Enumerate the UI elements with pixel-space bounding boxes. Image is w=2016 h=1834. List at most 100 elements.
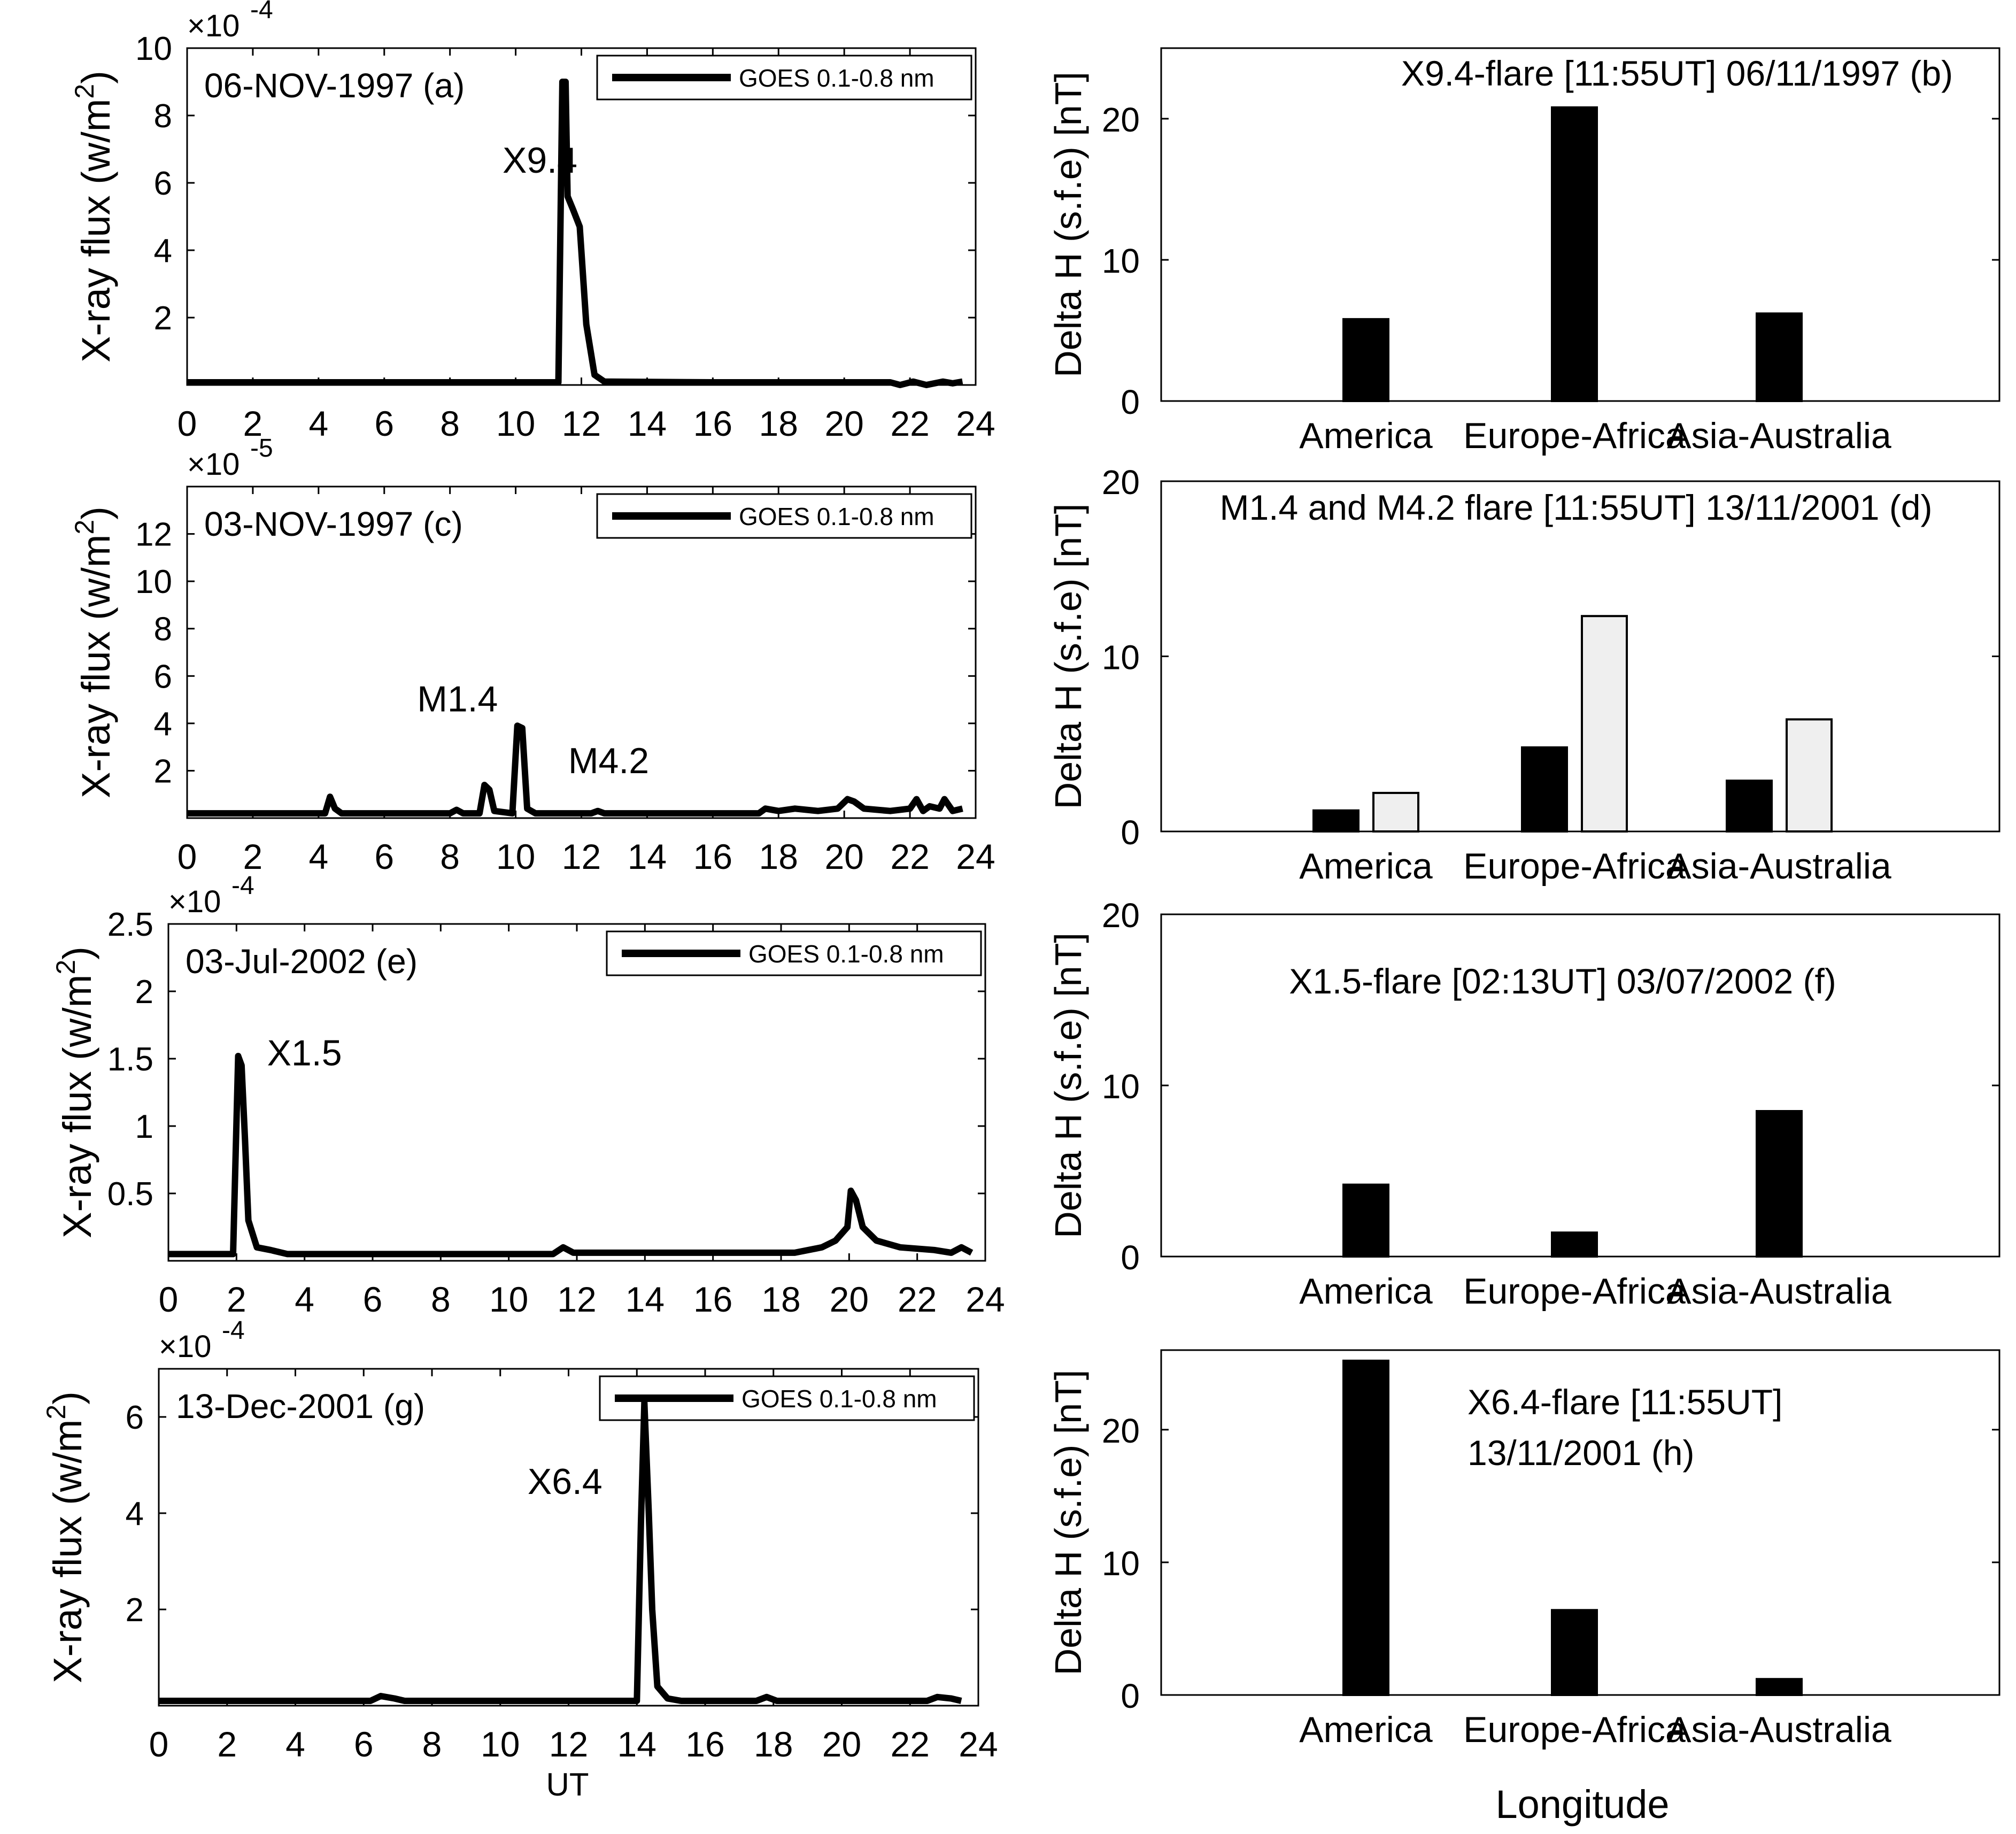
y-axis-label-sup: 2 — [51, 960, 81, 975]
axis-multiplier: ×10 — [187, 447, 240, 482]
bar-m4-2 — [1581, 615, 1628, 833]
flux-series-line — [168, 1053, 974, 1258]
y-tick-label: 0.5 — [107, 1176, 153, 1213]
y-axis-label: Delta H (s.f.e) [nT] — [1047, 504, 1089, 810]
x-tick-label: 12 — [557, 1280, 596, 1319]
x-tick-label: 6 — [374, 404, 394, 443]
y-axis-label-close: ) — [45, 1391, 90, 1405]
y-axis-label: Delta H (s.f.e) [nT] — [1047, 1370, 1089, 1676]
x-axis-label: UT — [546, 1767, 589, 1802]
x-tick-label: 18 — [761, 1280, 800, 1319]
x-tick-label: 14 — [628, 837, 667, 876]
axis-exponent: -4 — [250, 0, 273, 24]
x-tick-label: 16 — [685, 1724, 724, 1764]
axis-exponent: -4 — [222, 1316, 245, 1345]
x-tick-label: 8 — [422, 1724, 442, 1764]
y-axis-label-main: X-ray flux (w/m — [45, 1420, 90, 1683]
x-tick-label: 12 — [549, 1724, 588, 1764]
x-tick-label: 24 — [959, 1724, 998, 1764]
x-tick-label: 2 — [227, 1280, 246, 1319]
y-tick-label: 4 — [154, 233, 172, 269]
date-label: 06-NOV-1997 (a) — [204, 66, 465, 105]
date-label: 03-Jul-2002 (e) — [186, 942, 418, 981]
x-tick-label: 18 — [754, 1724, 793, 1764]
bar-flare — [1551, 1609, 1598, 1696]
x-tick-label: 20 — [830, 1280, 869, 1319]
x-tick-label: 12 — [562, 837, 601, 876]
flare-class-label: X6.4 — [528, 1461, 603, 1502]
y-tick-label: 10 — [1102, 1544, 1140, 1583]
bar-m4-2 — [1372, 791, 1419, 833]
panel-title-line: 13/11/2001 (h) — [1467, 1433, 1694, 1473]
y-axis-label-main: X-ray flux (w/m — [74, 535, 118, 798]
x-tick-label: 14 — [625, 1280, 665, 1319]
x-tick-label: 4 — [308, 404, 328, 443]
y-tick-label: 10 — [135, 564, 172, 600]
x-tick-label: 14 — [628, 404, 667, 443]
y-tick-label: 2 — [154, 300, 172, 337]
legend-label: GOES 0.1-0.8 nm — [741, 1385, 937, 1413]
y-tick-label: 8 — [154, 98, 172, 135]
y-tick-label: 8 — [154, 611, 172, 648]
y-tick-label: 20 — [1102, 463, 1140, 502]
axis-exponent: -4 — [231, 872, 254, 900]
x-tick-label: 24 — [956, 404, 995, 443]
y-axis-label: X-ray flux (w/m2) — [51, 946, 99, 1238]
axis-multiplier: ×10 — [159, 1329, 211, 1364]
y-axis-label: Delta H (s.f.e) [nT] — [1047, 933, 1089, 1238]
y-tick-label: 2.5 — [107, 906, 153, 943]
x-tick-label: 22 — [898, 1280, 937, 1319]
axis-multiplier: ×10 — [168, 884, 221, 919]
x-tick-label: 12 — [562, 404, 601, 443]
panel-title: X1.5-flare [02:13UT] 03/07/2002 (f) — [1289, 961, 1836, 1001]
x-tick-label: 0 — [177, 404, 197, 443]
flux-series-line — [159, 1399, 962, 1704]
x-tick-label: 6 — [374, 837, 394, 876]
bar-m1-4 — [1312, 809, 1360, 833]
bar-flare — [1756, 1678, 1803, 1696]
y-axis-label-sup: 2 — [69, 84, 99, 99]
x-tick-label: 18 — [759, 837, 798, 876]
flux-series-line — [187, 79, 963, 388]
category-label: Europe-Africa — [1463, 1709, 1686, 1750]
flare-class-label: M1.4 — [417, 679, 498, 720]
y-axis-label-main: X-ray flux (w/m — [55, 975, 99, 1238]
x-tick-label: 10 — [496, 837, 535, 876]
y-tick-label: 20 — [1102, 1412, 1140, 1450]
panel-e: 0 2 4 6 8 10 12 14 16 18 20 22 240.511.522.5×10 -4X-r… — [51, 872, 1005, 1319]
panel-title: X9.4-flare [11:55UT] 06/11/1997 (b) — [1401, 53, 1953, 93]
x-tick-label: 14 — [617, 1724, 656, 1764]
bar-flare — [1342, 1183, 1389, 1258]
date-label: 13-Dec-2001 (g) — [176, 1387, 425, 1425]
plot-frame — [1160, 480, 2000, 833]
x-tick-label: 2 — [243, 404, 263, 443]
x-tick-label: 24 — [965, 1280, 1005, 1319]
y-tick-label: 0 — [1121, 1238, 1140, 1277]
x-tick-label: 16 — [693, 404, 732, 443]
bar-flare — [1551, 1231, 1598, 1258]
y-tick-label: 12 — [135, 517, 172, 553]
legend-label: GOES 0.1-0.8 nm — [748, 940, 944, 968]
x-tick-label: 2 — [243, 837, 263, 876]
y-axis-label-close: ) — [74, 506, 118, 520]
x-tick-label: 22 — [890, 404, 929, 443]
bar-m1-4 — [1521, 746, 1568, 833]
axis-exponent: -5 — [250, 434, 273, 463]
category-label: Europe-Africa — [1463, 846, 1686, 887]
x-tick-label: 0 — [177, 837, 197, 876]
x-tick-label: 10 — [489, 1280, 528, 1319]
y-tick-label: 2 — [126, 1592, 144, 1629]
category-label: Asia-Australia — [1667, 846, 1891, 887]
y-tick-label: 6 — [154, 658, 172, 695]
y-tick-label: 10 — [1102, 638, 1140, 677]
y-tick-label: 1 — [135, 1108, 153, 1145]
y-axis-label: X-ray flux (w/m2) — [41, 1391, 90, 1683]
bar-flare — [1756, 1110, 1803, 1258]
category-label: Asia-Australia — [1667, 1709, 1891, 1750]
panel-title: M1.4 and M4.2 flare [11:55UT] 13/11/2001… — [1220, 488, 1933, 527]
x-tick-label: 6 — [354, 1724, 374, 1764]
